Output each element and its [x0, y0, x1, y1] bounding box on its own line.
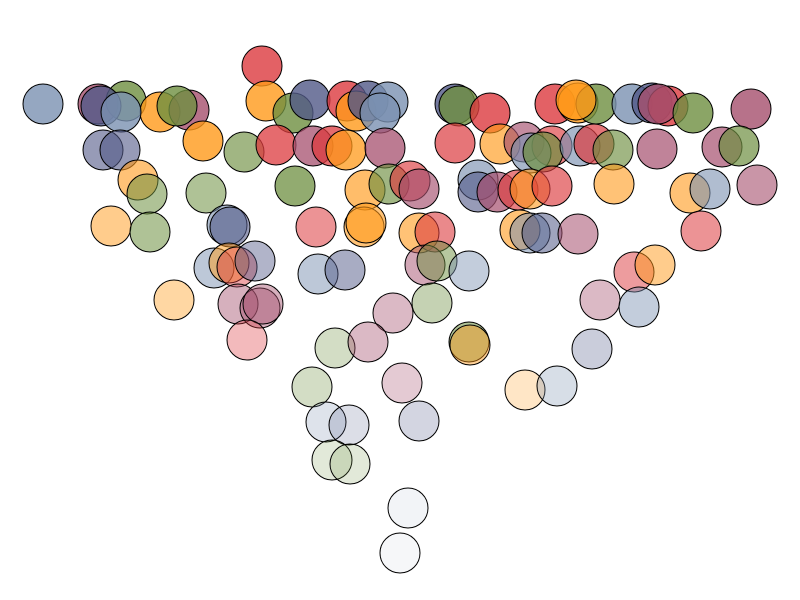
scatter-point: [387, 487, 429, 529]
scatter-point: [449, 324, 491, 366]
scatter-point: [324, 249, 366, 291]
scatter-point: [522, 131, 564, 173]
scatter-point: [398, 168, 440, 210]
scatter-point: [618, 286, 660, 328]
scatter-point: [579, 279, 621, 321]
scatter-point: [325, 129, 367, 171]
scatter-point: [555, 79, 597, 121]
scatter-point: [381, 362, 423, 404]
scatter-point: [305, 401, 347, 443]
scatter-point: [209, 206, 251, 248]
scatter-point: [730, 88, 772, 130]
scatter-point: [416, 240, 458, 282]
scatter-points: [22, 45, 778, 574]
scatter-point: [22, 83, 64, 125]
scatter-point: [411, 282, 453, 324]
scatter-point: [531, 165, 573, 207]
scatter-point: [153, 279, 195, 321]
scatter-point: [185, 172, 227, 214]
scatter-point: [90, 205, 132, 247]
scatter-point: [241, 45, 283, 87]
scatter-point: [718, 125, 760, 167]
scatter-point: [182, 120, 224, 162]
scatter-point: [521, 212, 563, 254]
scatter-point: [557, 213, 599, 255]
scatter-point: [364, 127, 406, 169]
scatter-point: [636, 128, 678, 170]
scatter-point: [242, 283, 284, 325]
scatter-point: [672, 92, 714, 134]
scatter-point: [328, 404, 370, 446]
scatter-point: [634, 244, 676, 286]
scatter-point: [239, 287, 281, 329]
scatter-point: [291, 366, 333, 408]
scatter-point: [379, 532, 421, 574]
scatter-point: [156, 85, 198, 127]
scatter-point: [216, 246, 258, 288]
scatter-point: [234, 240, 276, 282]
scatter-point: [99, 129, 141, 171]
scatter-point: [637, 83, 679, 125]
scatter-point: [448, 321, 490, 363]
scatter-point: [448, 250, 490, 292]
scatter-point: [126, 173, 168, 215]
scatter-point: [311, 439, 353, 481]
scatter-point: [347, 321, 389, 363]
scatter-point: [217, 283, 259, 325]
scatter-point: [689, 168, 731, 210]
scatter-point: [226, 319, 268, 361]
scatter-point: [434, 122, 476, 164]
scatter-point: [314, 327, 356, 369]
scatter-point: [345, 202, 387, 244]
scatter-point: [398, 400, 440, 442]
scatter-point: [295, 206, 337, 248]
scatter-point: [329, 443, 371, 485]
scatter-point: [680, 210, 722, 252]
scatter-point: [100, 91, 142, 133]
scatter-point: [372, 292, 414, 334]
scatter-point: [289, 79, 331, 121]
scatter-point: [255, 124, 297, 166]
scatter-point: [274, 165, 316, 207]
scatter-point: [736, 164, 778, 206]
scatter-point: [129, 211, 171, 253]
scatter-point: [359, 92, 401, 134]
scatter-point: [593, 163, 635, 205]
scatter-point: [571, 328, 613, 370]
scatter-point: [536, 365, 578, 407]
scatter-point: [504, 369, 546, 411]
